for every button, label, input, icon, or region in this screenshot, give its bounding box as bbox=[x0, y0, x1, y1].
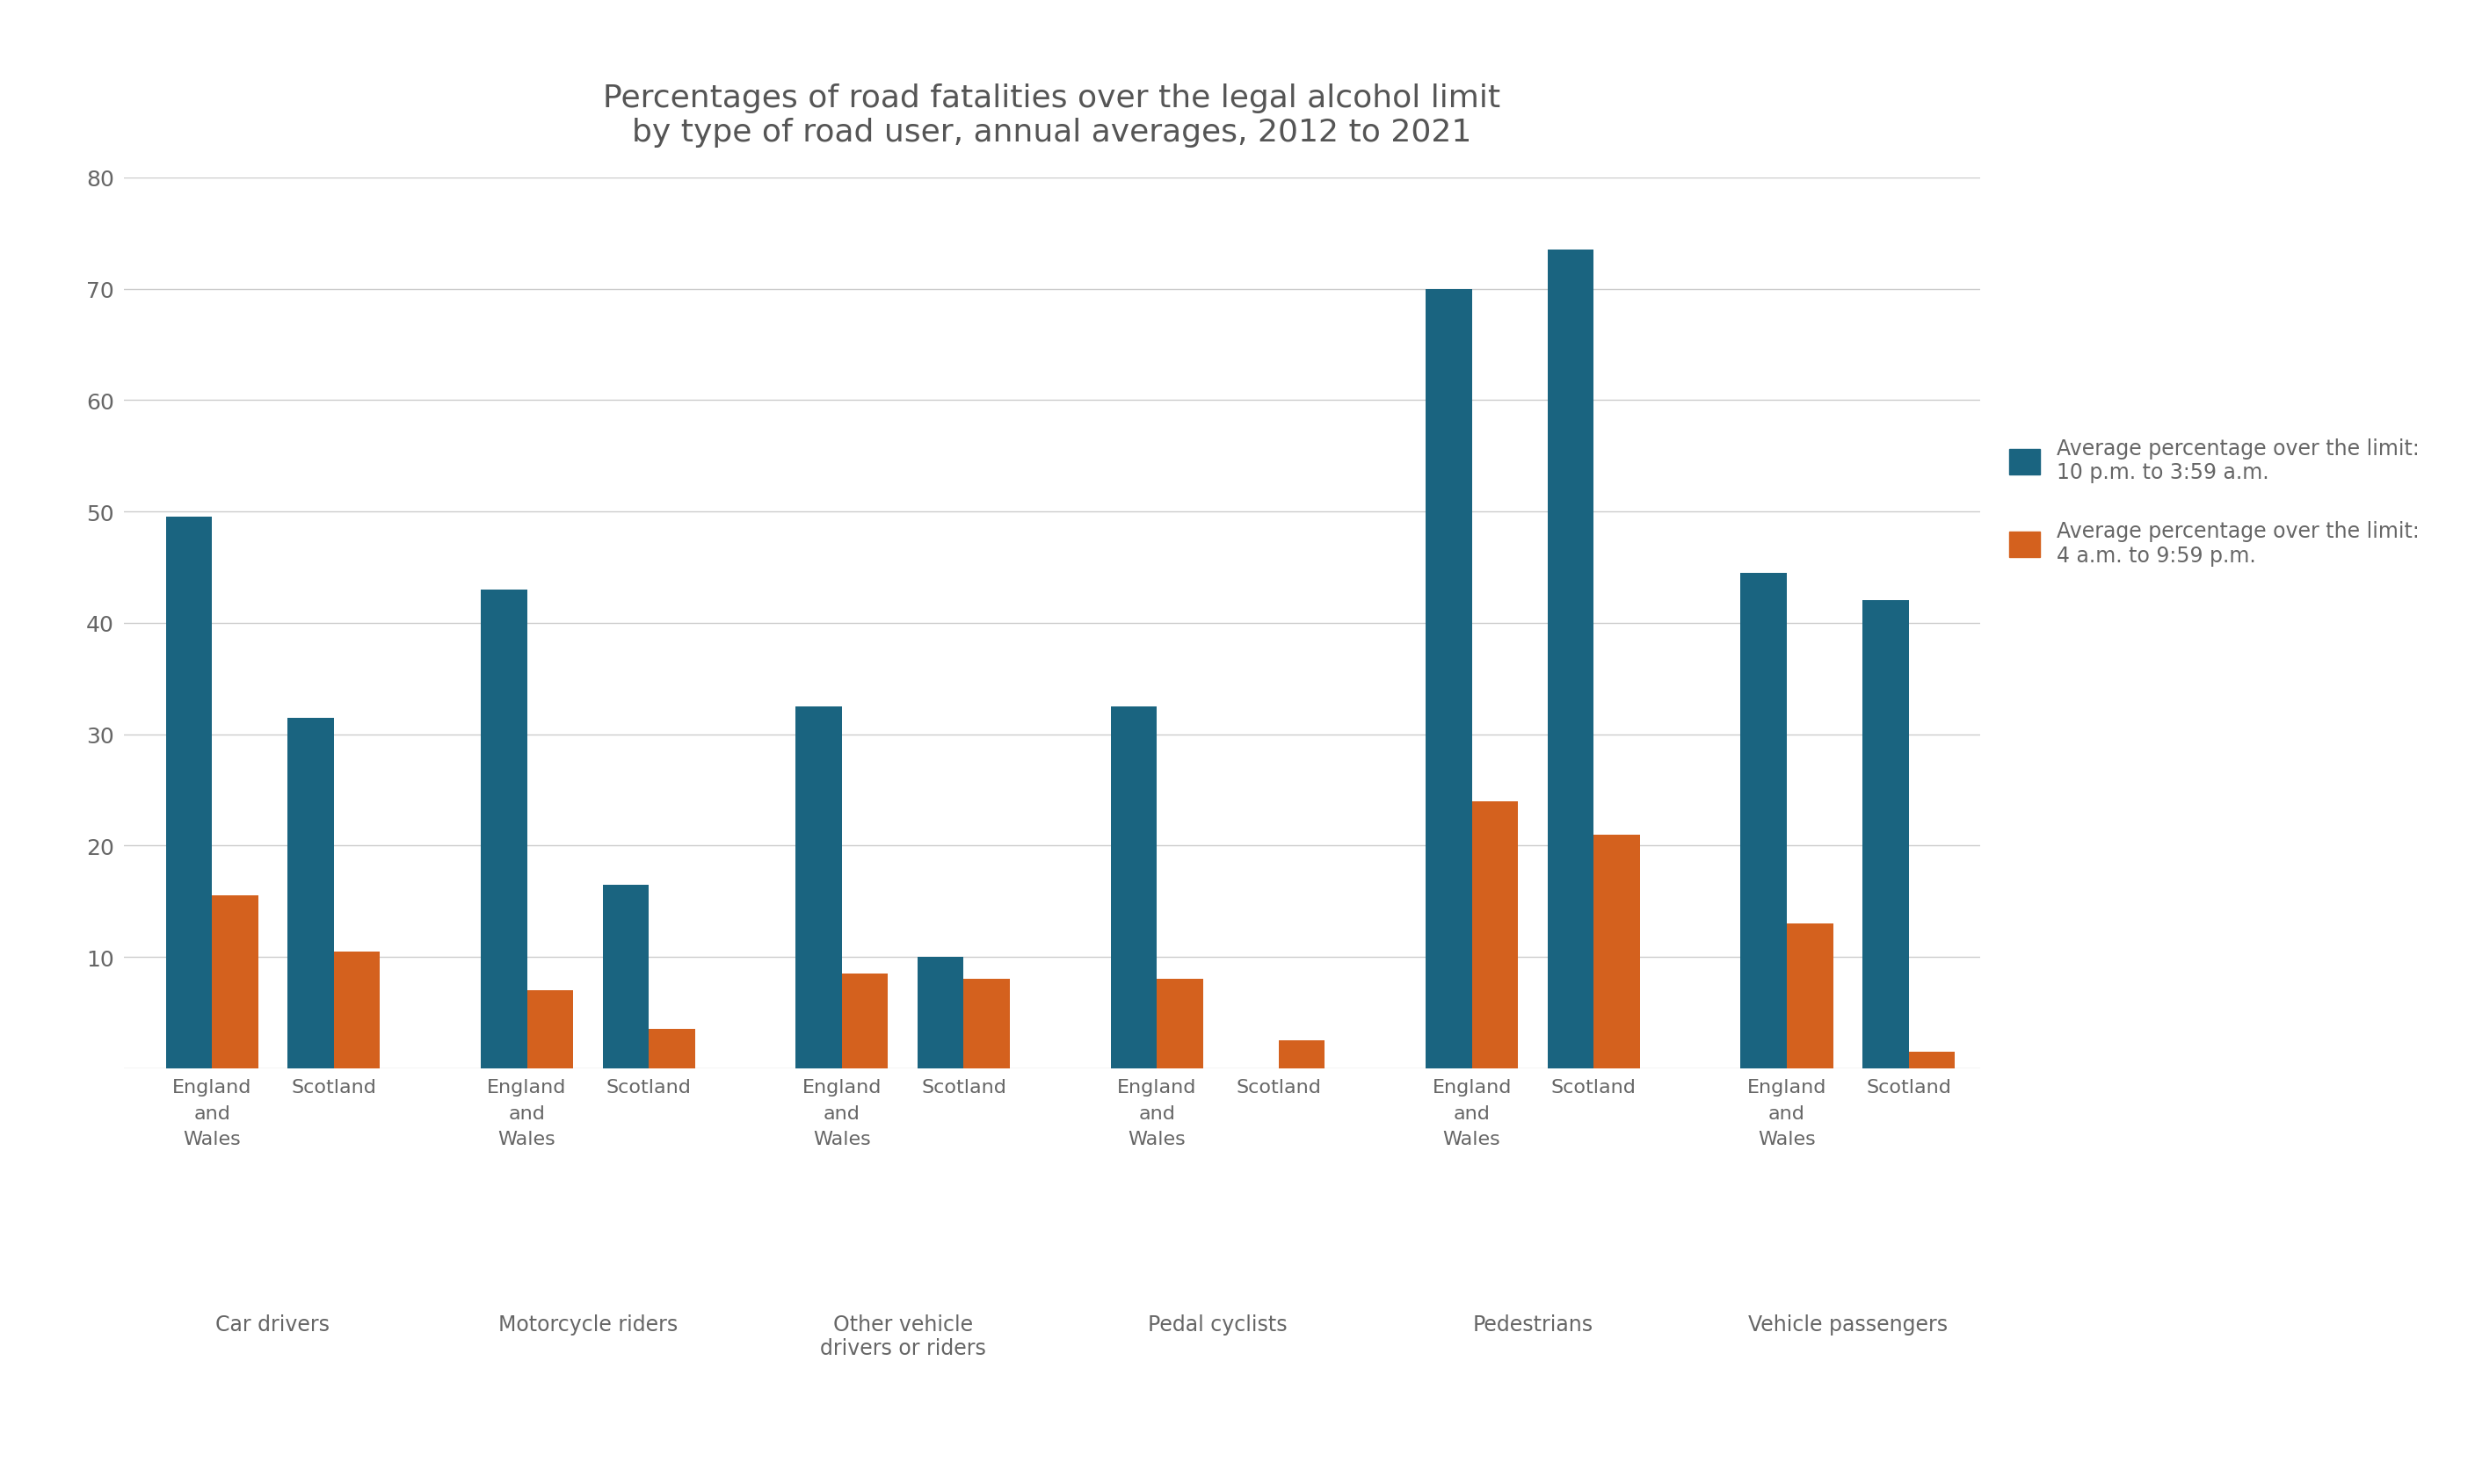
Bar bbox=[648, 1030, 695, 1068]
Bar bbox=[794, 706, 842, 1068]
Bar bbox=[480, 589, 527, 1068]
Bar bbox=[527, 991, 574, 1068]
Text: Other vehicle
drivers or riders: Other vehicle drivers or riders bbox=[819, 1313, 985, 1359]
Bar bbox=[334, 951, 381, 1068]
Bar bbox=[1473, 801, 1517, 1068]
Bar bbox=[1787, 923, 1834, 1068]
Bar bbox=[1740, 573, 1787, 1068]
Bar bbox=[1111, 706, 1156, 1068]
Legend: Average percentage over the limit:
10 p.m. to 3:59 a.m., Average percentage over: Average percentage over the limit: 10 p.… bbox=[2010, 438, 2421, 565]
Bar bbox=[287, 718, 334, 1068]
Bar bbox=[1426, 289, 1473, 1068]
Bar bbox=[1594, 834, 1641, 1068]
Bar bbox=[166, 518, 213, 1068]
Bar bbox=[918, 957, 963, 1068]
Bar bbox=[1547, 251, 1594, 1068]
Bar bbox=[842, 974, 889, 1068]
Text: Motorcycle riders: Motorcycle riders bbox=[497, 1313, 678, 1334]
Bar bbox=[213, 896, 257, 1068]
Title: Percentages of road fatalities over the legal alcohol limit
by type of road user: Percentages of road fatalities over the … bbox=[604, 83, 1500, 147]
Text: Car drivers: Car drivers bbox=[215, 1313, 329, 1334]
Text: Vehicle passengers: Vehicle passengers bbox=[1747, 1313, 1948, 1334]
Bar bbox=[963, 979, 1010, 1068]
Bar bbox=[1156, 979, 1203, 1068]
Bar bbox=[1280, 1040, 1324, 1068]
Bar bbox=[1861, 601, 1908, 1068]
Bar bbox=[601, 884, 648, 1068]
Bar bbox=[1908, 1052, 1955, 1068]
Text: Pedestrians: Pedestrians bbox=[1473, 1313, 1594, 1334]
Text: Pedal cyclists: Pedal cyclists bbox=[1148, 1313, 1287, 1334]
